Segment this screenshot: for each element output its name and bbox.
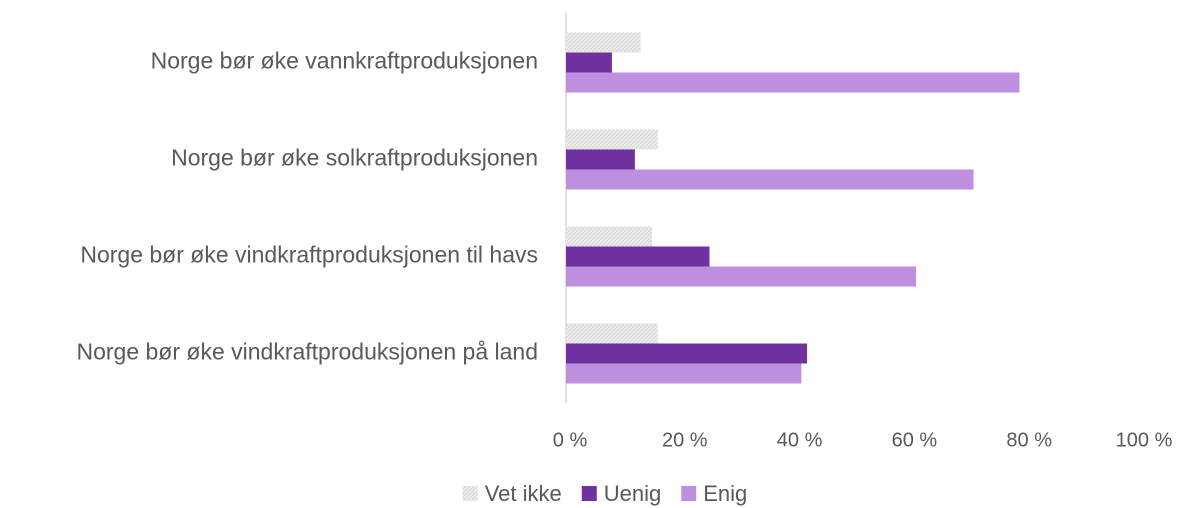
y-tick-label: Norge bør øke solkraftproduksjonen [171, 145, 538, 171]
bar [566, 266, 917, 287]
bar [566, 226, 653, 247]
x-tick-label: 100 % [1116, 429, 1173, 451]
y-tick-label: Norge bør øke vindkraftproduksjonen til … [80, 242, 538, 268]
x-tick-label: 80 % [1006, 429, 1052, 451]
legend-label: Vet ikke [485, 481, 562, 506]
legend-swatch [462, 486, 478, 501]
bar [566, 149, 635, 170]
legend-label: Enig [703, 481, 747, 506]
x-tick-label: 20 % [662, 429, 708, 451]
x-tick-label: 0 % [553, 429, 588, 451]
bar [566, 72, 1020, 93]
bar [566, 343, 808, 364]
bar [566, 363, 802, 384]
y-tick-label: Norge bør øke vannkraftproduksjonen [151, 48, 538, 74]
x-tick-label: 60 % [892, 429, 938, 451]
legend-swatch [681, 486, 697, 501]
y-tick-label: Norge bør øke vindkraftproduksjonen på l… [76, 339, 538, 365]
bar [566, 129, 658, 150]
legend-swatch [581, 486, 597, 501]
bar [566, 246, 710, 267]
x-tick-label: 40 % [777, 429, 823, 451]
legend-label: Uenig [604, 481, 661, 506]
bar [566, 169, 974, 190]
bar [566, 52, 612, 73]
bar [566, 323, 658, 344]
bar [566, 32, 641, 53]
